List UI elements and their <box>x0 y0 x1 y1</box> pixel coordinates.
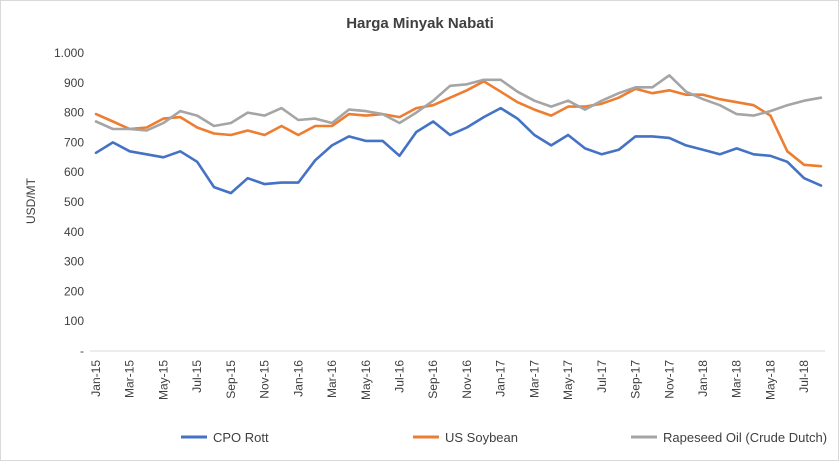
x-tick-label: Sep-16 <box>426 360 440 399</box>
y-axis-label: USD/MT <box>24 177 38 224</box>
y-tick-label: 700 <box>64 135 84 149</box>
y-tick-label: 500 <box>64 195 84 209</box>
x-tick-label: Nov-17 <box>662 360 676 399</box>
x-tick-label: Jul-18 <box>797 360 811 393</box>
y-tick-label: 400 <box>64 225 84 239</box>
y-tick-label: 200 <box>64 284 84 298</box>
x-tick-label: May-17 <box>561 360 575 400</box>
x-tick-label: Nov-15 <box>258 360 272 399</box>
x-tick-label: Jul-15 <box>190 360 204 393</box>
y-tick-label: 900 <box>64 76 84 90</box>
x-tick-label: Jan-15 <box>89 360 103 397</box>
x-tick-label: May-15 <box>156 360 170 400</box>
x-tick-label: Mar-18 <box>730 360 744 398</box>
series-lines <box>94 74 823 195</box>
x-tick-label: Jul-16 <box>392 360 406 393</box>
x-axis-ticks: Jan-15 Mar-15 May-15 Jul-15 Sep-15 Nov-15 Jan-… <box>89 360 811 400</box>
y-tick-label: 100 <box>64 314 84 328</box>
x-tick-label: Sep-15 <box>224 360 238 399</box>
x-tick-label: Jan-17 <box>494 360 508 397</box>
y-tick-label: 800 <box>64 106 84 120</box>
y-tick-label: 600 <box>64 165 84 179</box>
x-tick-label: Mar-16 <box>325 360 339 398</box>
series-line-rapeseed-oil-crude-dutch <box>94 74 823 132</box>
x-tick-label: Jul-17 <box>595 360 609 393</box>
y-tick-label: 300 <box>64 255 84 269</box>
series-line-cpo-rott <box>94 106 823 195</box>
x-tick-label: May-16 <box>359 360 373 400</box>
x-tick-label: Nov-16 <box>460 360 474 399</box>
legend-label: Rapeseed Oil (Crude Dutch) <box>663 430 827 445</box>
y-tick-label: 1.000 <box>54 46 84 60</box>
y-axis-ticks: - 100 200 300 400 500 600 700 800 900 1.000 <box>54 46 84 358</box>
legend-label: CPO Rott <box>213 430 269 445</box>
x-tick-label: Sep-17 <box>629 360 643 399</box>
y-tick-label: - <box>80 344 84 358</box>
x-tick-label: Jan-18 <box>696 360 710 397</box>
legend-label: US Soybean <box>445 430 518 445</box>
x-tick-label: Mar-15 <box>123 360 137 398</box>
chart-title: Harga Minyak Nabati <box>346 15 494 32</box>
legend: CPO Rott US Soybean Rapeseed Oil (Crude Du… <box>181 430 827 445</box>
x-tick-label: May-18 <box>763 360 777 400</box>
x-tick-label: Jan-16 <box>291 360 305 397</box>
x-tick-label: Mar-17 <box>527 360 541 398</box>
series-line-us-soybean <box>94 80 823 168</box>
